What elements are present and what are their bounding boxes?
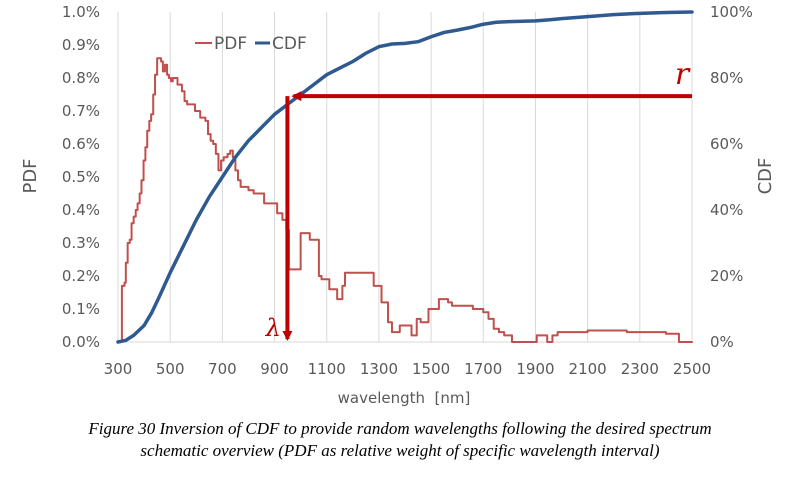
left-tick-label: 0.6% [62,135,100,153]
x-tick-label: 500 [156,360,185,378]
x-tick-label: 2300 [621,360,659,378]
annotation-lambda: λ [265,314,281,342]
grid-lines [117,12,693,343]
x-tick-label: 1300 [360,360,398,378]
caption-line-2: schematic overview (PDF as relative weig… [140,441,660,460]
series-lines [116,10,694,344]
right-tick-label: 40% [710,201,743,219]
left-tick-label: 0.8% [62,69,100,87]
left-tick-label: 0.7% [62,102,100,120]
x-tick-label: 1500 [412,360,450,378]
left-tick-label: 0.4% [62,201,100,219]
left-tick-label: 0.1% [62,300,100,318]
right-axis-title: CDF [755,158,776,195]
x-axis-ticks: 300 500 700 900 1100 1300 1500 1700 1900 2100 2300… [104,360,711,378]
x-tick-label: 1700 [464,360,502,378]
legend: PDF CDF [195,34,307,54]
left-tick-label: 0.9% [62,36,100,54]
left-tick-label: 0.3% [62,234,100,252]
annotations: r λ [265,57,692,342]
legend-cdf-label: CDF [272,34,307,54]
x-tick-label: 1900 [516,360,554,378]
x-axis-title: wavelength [nm] [338,389,471,407]
x-tick-label: 1100 [308,360,346,378]
right-tick-label: 20% [710,267,743,285]
x-tick-label: 300 [104,360,133,378]
figure-caption: Figure 30 Inversion of CDF to provide ra… [0,418,800,462]
series-pdf-line [117,57,693,343]
left-axis-ticks: 0.0% 0.1% 0.2% 0.3% 0.4% 0.5% 0.6% 0.7% 0.8% 0.9%… [62,3,100,351]
chart: 300 500 700 900 1100 1300 1500 1700 1900 2100 2300… [20,3,776,407]
x-tick-label: 2100 [569,360,607,378]
x-tick-label: 900 [260,360,289,378]
right-tick-label: 0% [710,333,734,351]
x-tick-label: 2500 [673,360,711,378]
legend-pdf-label: PDF [214,34,247,54]
caption-line-1: Figure 30 Inversion of CDF to provide ra… [88,419,712,438]
left-tick-label: 0.2% [62,267,100,285]
series-cdf-line [116,10,694,344]
right-tick-label: 80% [710,69,743,87]
right-axis-ticks: 0% 20% 40% 60% 80% 100% [710,3,753,351]
annotation-r: r [675,57,691,92]
right-tick-label: 60% [710,135,743,153]
x-tick-label: 700 [208,360,237,378]
left-tick-label: 1.0% [62,3,100,21]
left-tick-label: 0.5% [62,168,100,186]
left-axis-title: PDF [20,158,41,193]
left-tick-label: 0.0% [62,333,100,351]
right-tick-label: 100% [710,3,753,21]
